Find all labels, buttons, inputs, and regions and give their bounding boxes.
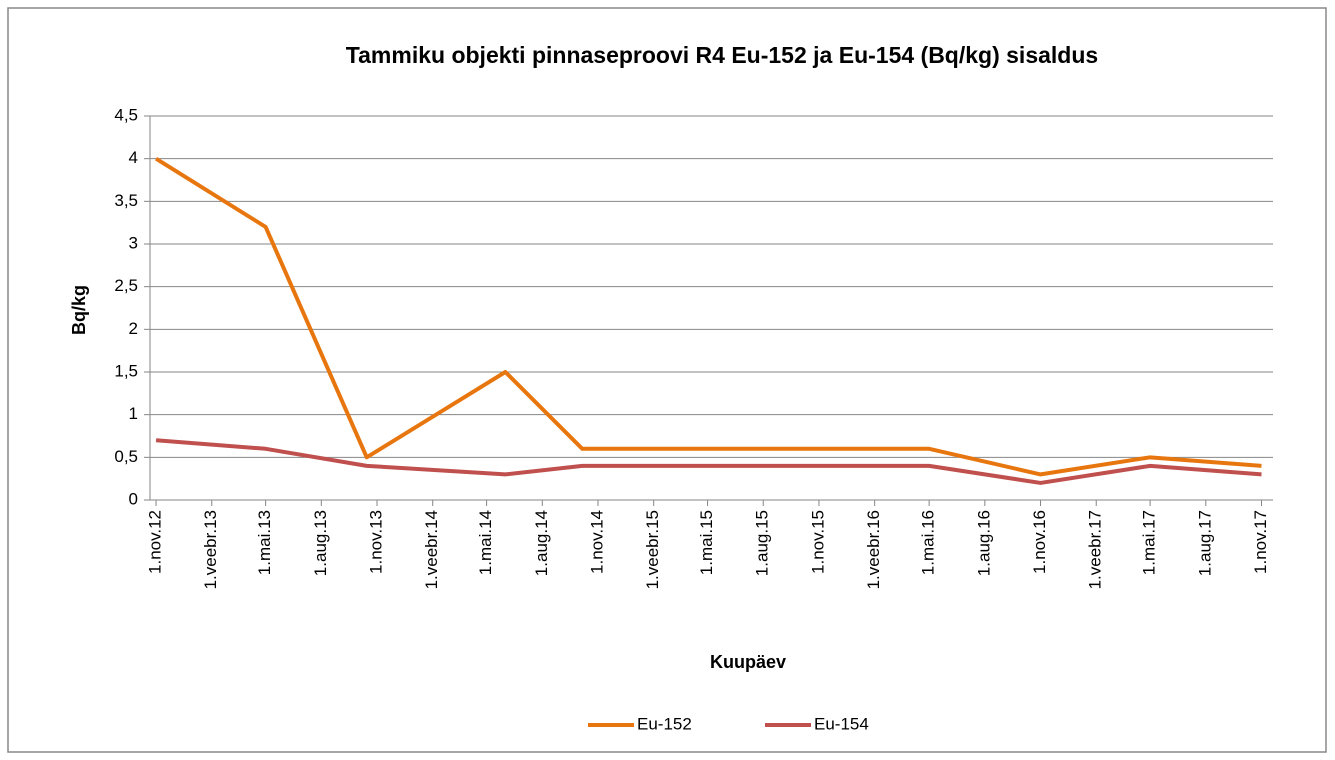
x-tick-label: 1.nov.12	[146, 510, 165, 574]
x-tick-label: 1.nov.17	[1251, 510, 1270, 574]
x-tick-label: 1.veebr.15	[643, 510, 662, 589]
x-tick-label: 1.aug.17	[1195, 510, 1214, 576]
legend-label: Eu-152	[637, 714, 692, 733]
x-tick-label: 1.nov.14	[587, 510, 606, 574]
y-tick-label: 0	[129, 489, 138, 508]
legend-label: Eu-154	[814, 714, 869, 733]
x-tick-label: 1.veebr.16	[864, 510, 883, 589]
y-tick-label: 1	[129, 404, 138, 423]
y-tick-label: 3,5	[114, 191, 138, 210]
chart-title: Tammiku objekti pinnaseproovi R4 Eu-152 …	[346, 42, 1098, 68]
x-tick-label: 1.veebr.13	[201, 510, 220, 589]
y-tick-label: 3	[129, 233, 138, 252]
x-tick-label: 1.nov.15	[808, 510, 827, 574]
x-tick-label: 1.aug.13	[311, 510, 330, 576]
y-tick-label: 2	[129, 319, 138, 338]
x-tick-label: 1.mai.16	[919, 510, 938, 575]
x-tick-label: 1.mai.13	[255, 510, 274, 575]
x-tick-label: 1.mai.15	[697, 510, 716, 575]
chart-frame	[7, 7, 1327, 753]
x-tick-label: 1.mai.17	[1140, 510, 1159, 575]
x-tick-label: 1.mai.14	[476, 510, 495, 575]
y-tick-label: 0,5	[114, 447, 138, 466]
y-tick-label: 4	[129, 148, 138, 167]
x-axis-title: Kuupäev	[710, 652, 786, 672]
x-tick-label: 1.nov.13	[367, 510, 386, 574]
x-tick-label: 1.aug.15	[753, 510, 772, 576]
y-axis-title: Bq/kg	[69, 285, 89, 335]
series-line	[155, 438, 1262, 485]
x-tick-label: 1.nov.16	[1030, 510, 1049, 574]
y-tick-label: 2,5	[114, 276, 138, 295]
y-tick-label: 4,5	[114, 105, 138, 124]
x-tick-label: 1.aug.14	[532, 510, 551, 576]
y-tick-label: 1,5	[114, 361, 138, 380]
x-tick-label: 1.veebr.17	[1086, 510, 1105, 589]
x-tick-label: 1.veebr.14	[422, 510, 441, 589]
x-tick-label: 1.aug.16	[974, 510, 993, 576]
series-line	[154, 156, 1262, 477]
